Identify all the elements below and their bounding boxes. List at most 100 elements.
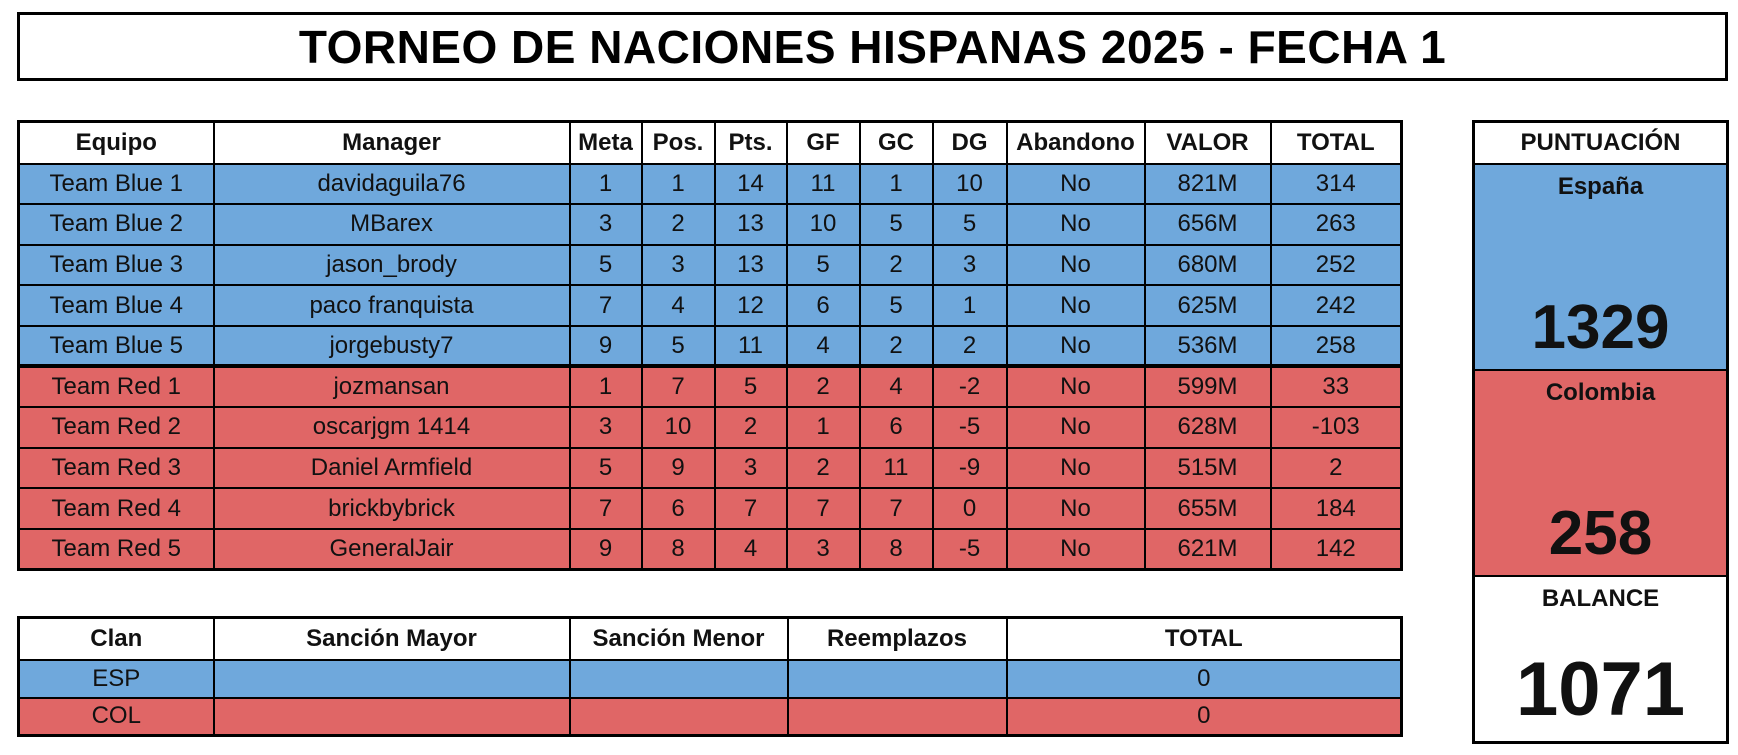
table-cell: 656M (1143, 203, 1272, 246)
table-cell: 599M (1143, 364, 1272, 409)
table-cell: Team Blue 2 (17, 203, 215, 246)
table-cell: No (1005, 203, 1146, 246)
table-cell: 9 (568, 527, 643, 571)
col-header-meta: Meta (568, 120, 643, 165)
table-cell: 7 (568, 487, 643, 530)
table-cell: 1 (931, 284, 1008, 327)
table-cell: 10 (640, 406, 716, 449)
table-cell: MBarex (212, 203, 571, 246)
table-cell: Daniel Armfield (212, 446, 571, 490)
score-header: PUNTUACIÓN (1475, 123, 1726, 165)
table-cell: 2 (785, 364, 861, 409)
col-header-dg: DG (931, 120, 1008, 165)
score-colombia-label: Colombia (1545, 379, 1656, 406)
table-cell: Team Blue 1 (17, 162, 215, 206)
penalty-cell (568, 658, 789, 699)
table-cell: No (1005, 446, 1146, 490)
table-row: Team Red 1 jozmansan 1 7 5 2 4 -2 No 599M 33 (17, 364, 1403, 409)
table-cell: 2 (1269, 446, 1403, 490)
table-cell: GeneralJair (212, 527, 571, 571)
table-cell: -5 (931, 527, 1008, 571)
table-cell: No (1005, 406, 1146, 449)
score-colombia: Colombia 258 (1475, 371, 1726, 577)
table-cell: 4 (785, 324, 861, 368)
penalty-cell (786, 696, 1008, 737)
penalties-table: Clan Sanción Mayor Sanción Menor Reempla… (17, 616, 1403, 737)
table-row: Team Red 3 Daniel Armfield 5 9 3 2 11 -9 No 515M 2 (17, 446, 1403, 490)
table-cell: 7 (858, 487, 934, 530)
table-cell: 4 (858, 364, 934, 409)
table-cell: Team Red 4 (17, 487, 215, 530)
table-cell: 7 (568, 284, 643, 327)
table-cell: 3 (568, 406, 643, 449)
table-cell: paco franquista (212, 284, 571, 327)
col-header-pen-total: TOTAL (1005, 616, 1403, 661)
table-cell: 10 (785, 203, 861, 246)
table-cell: Team Blue 3 (17, 243, 215, 287)
table-cell: 7 (640, 364, 716, 409)
penalty-cell: ESP (17, 658, 215, 699)
table-row: Team Blue 4 paco franquista 7 4 12 6 5 1 No 625M 2… (17, 284, 1403, 327)
table-cell: oscarjgm 1414 (212, 406, 571, 449)
table-cell: 625M (1143, 284, 1272, 327)
penalty-cell (786, 658, 1008, 699)
table-row: Team Red 2 oscarjgm 1414 3 10 2 1 6 -5 No 628M -10… (17, 406, 1403, 449)
table-cell: 3 (931, 243, 1008, 287)
table-cell: 1 (858, 162, 934, 206)
table-cell: No (1005, 162, 1146, 206)
score-espana: España 1329 (1475, 165, 1726, 371)
table-row: Team Blue 1 davidaguila76 1 1 14 11 1 10 No 821M 3… (17, 162, 1403, 206)
table-cell: 12 (713, 284, 788, 327)
table-cell: 5 (568, 446, 643, 490)
penalty-cell (568, 696, 789, 737)
table-cell: jorgebusty7 (212, 324, 571, 368)
penalty-cell: COL (17, 696, 215, 737)
table-cell: 10 (931, 162, 1008, 206)
table-cell: 1 (568, 364, 643, 409)
col-header-pos: Pos. (640, 120, 716, 165)
page-title: TORNEO DE NACIONES HISPANAS 2025 - FECHA… (17, 12, 1728, 81)
table-cell: 14 (713, 162, 788, 206)
table-cell: 5 (785, 243, 861, 287)
table-cell: 515M (1143, 446, 1272, 490)
table-cell: 6 (785, 284, 861, 327)
table-cell: 5 (858, 203, 934, 246)
table-cell: No (1005, 527, 1146, 571)
table-cell: 5 (713, 364, 788, 409)
table-row: Team Red 5 GeneralJair 9 8 4 3 8 -5 No 621M 142 (17, 527, 1403, 571)
table-cell: -9 (931, 446, 1008, 490)
table-cell: 3 (713, 446, 788, 490)
table-cell: jozmansan (212, 364, 571, 409)
penalty-cell: 0 (1005, 696, 1403, 737)
table-cell: No (1005, 324, 1146, 368)
score-espana-value: 1329 (1531, 293, 1670, 362)
table-cell: 4 (640, 284, 716, 327)
standings-table: Equipo Manager Meta Pos. Pts. GF GC DG A… (17, 120, 1403, 571)
table-cell: No (1005, 364, 1146, 409)
balance-value: 1071 (1515, 647, 1686, 732)
penalty-cell: 0 (1005, 658, 1403, 699)
table-row: Team Blue 3 jason_brody 5 3 13 5 2 3 No 680M 252 (17, 243, 1403, 287)
table-cell: 655M (1143, 487, 1272, 530)
col-header-total: TOTAL (1269, 120, 1403, 165)
table-cell: 5 (640, 324, 716, 368)
penalty-cell (212, 658, 571, 699)
table-cell: 5 (568, 243, 643, 287)
penalty-row: ESP 0 (17, 658, 1403, 699)
table-cell: 252 (1269, 243, 1403, 287)
table-cell: 314 (1269, 162, 1403, 206)
table-cell: 3 (640, 243, 716, 287)
table-cell: No (1005, 487, 1146, 530)
table-cell: 242 (1269, 284, 1403, 327)
table-cell: 2 (858, 243, 934, 287)
table-cell: 33 (1269, 364, 1403, 409)
table-cell: -5 (931, 406, 1008, 449)
table-cell: Team Blue 4 (17, 284, 215, 327)
col-header-sancion-mayor: Sanción Mayor (212, 616, 571, 661)
table-cell: 11 (785, 162, 861, 206)
table-cell: 142 (1269, 527, 1403, 571)
table-cell: 5 (931, 203, 1008, 246)
col-header-manager: Manager (212, 120, 571, 165)
table-cell: jason_brody (212, 243, 571, 287)
table-cell: 2 (713, 406, 788, 449)
